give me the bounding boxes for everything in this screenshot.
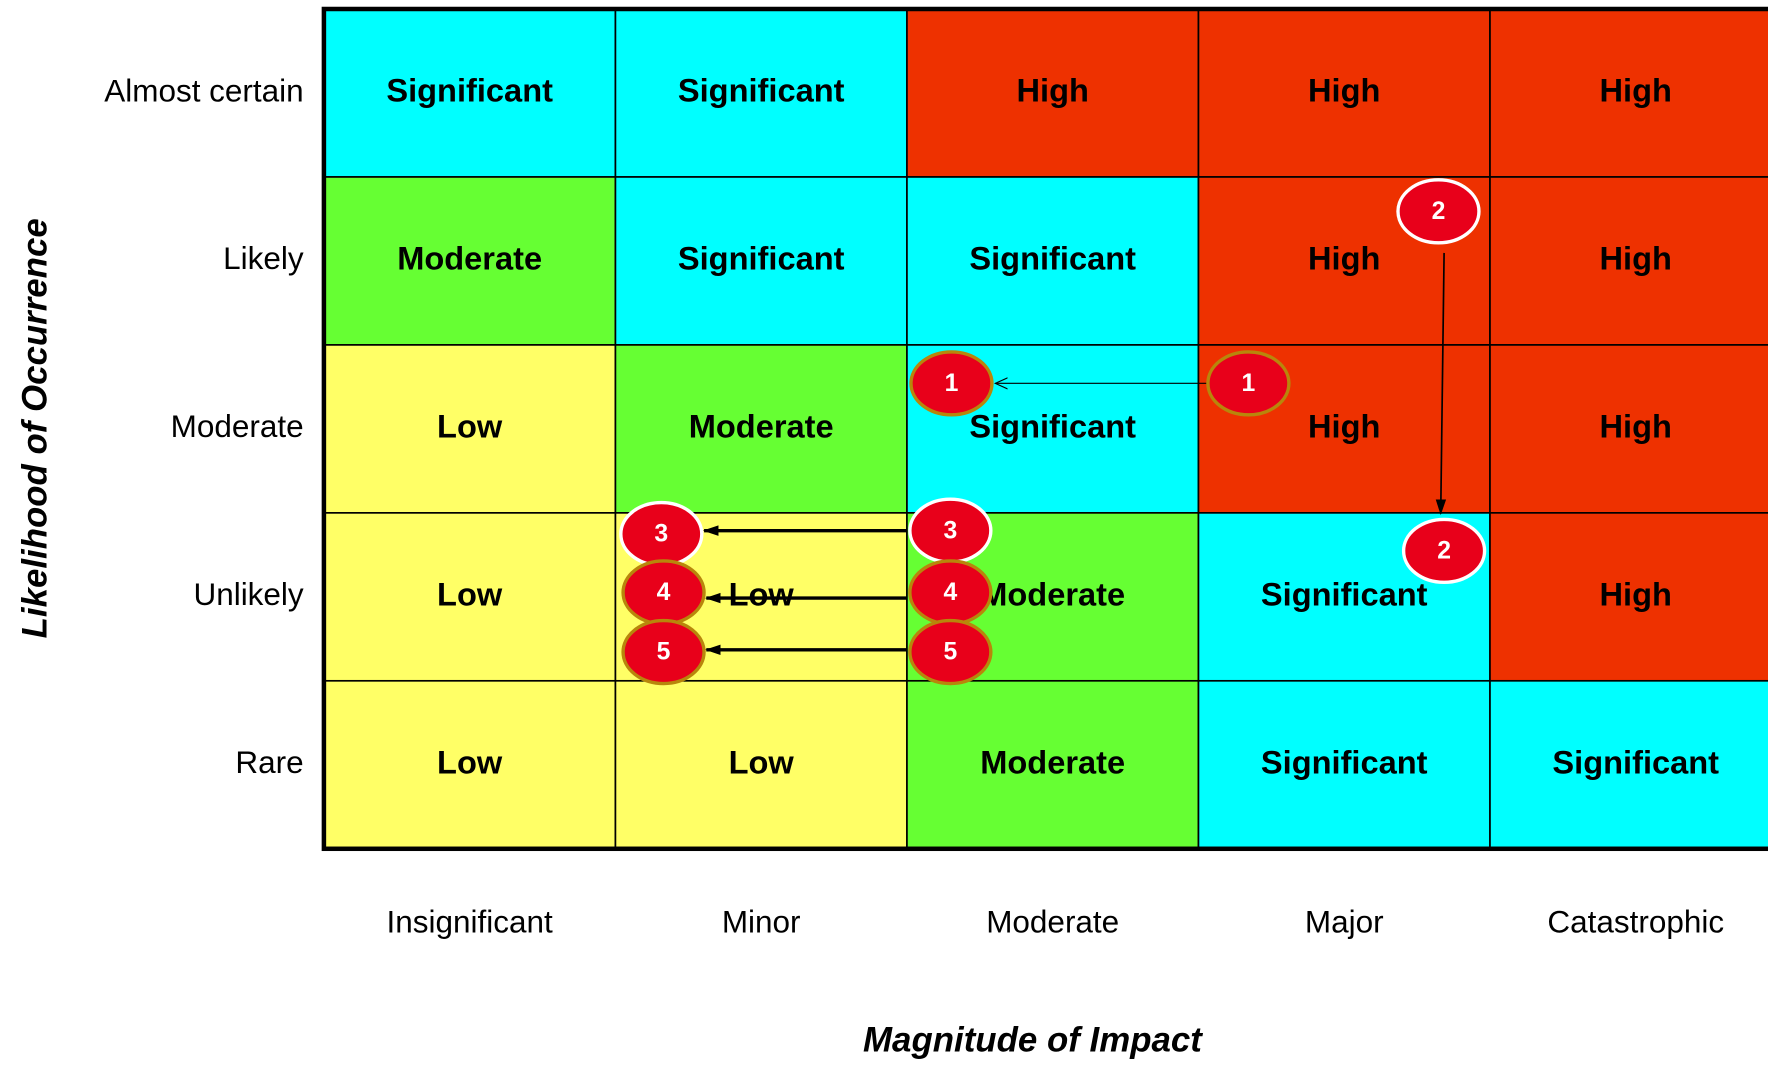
cell-text: High <box>1600 240 1672 277</box>
y-axis-title: Likelihood of Occurrence <box>15 218 54 638</box>
column-label: Insignificant <box>387 904 553 939</box>
cell <box>1197 8 1491 178</box>
cell-text: Significant <box>969 240 1136 277</box>
column-label: Minor <box>722 904 801 939</box>
cell-text: Significant <box>678 240 845 277</box>
cell-text: Low <box>729 743 795 780</box>
column-label: Major <box>1305 904 1384 939</box>
cell-text: Significant <box>678 72 845 109</box>
cell-text: High <box>1016 72 1088 109</box>
cell-text: High <box>1600 408 1672 445</box>
move-arrow <box>1435 252 1447 516</box>
cell-text: Moderate <box>689 408 834 445</box>
cell <box>614 679 908 850</box>
column-label: Catastrophic <box>1547 904 1724 939</box>
cell-text: High <box>1600 575 1672 612</box>
cell-text: Low <box>437 575 503 612</box>
cell-text: Moderate <box>980 575 1125 612</box>
risk-marker-label: 4 <box>943 579 957 606</box>
cell <box>1197 679 1491 850</box>
risk-marker-label: 2 <box>1437 538 1451 565</box>
cell <box>323 679 617 850</box>
row-label: Almost certain <box>104 73 303 108</box>
risk-marker <box>1206 350 1291 417</box>
cell <box>614 176 908 346</box>
risk-marker <box>1401 517 1487 585</box>
row-label: Unlikely <box>193 577 303 612</box>
risk-marker-label: 5 <box>657 639 671 666</box>
cell <box>1489 8 1768 178</box>
x-axis-title: Magnitude of Impact <box>863 1020 1203 1059</box>
risk-marker <box>1396 178 1481 245</box>
row-label: Rare <box>235 745 303 780</box>
risk-marker-label: 3 <box>654 521 668 548</box>
cell <box>906 679 1200 850</box>
column-label: Moderate <box>986 904 1119 939</box>
cell <box>1489 344 1768 514</box>
risk-marker <box>621 618 706 686</box>
cell-text: Low <box>729 575 795 612</box>
cell-text: High <box>1308 240 1380 277</box>
risk-marker-label: 2 <box>1432 198 1446 225</box>
cell-text: Significant <box>1261 743 1428 780</box>
risk-marker-label: 1 <box>945 370 959 397</box>
cell <box>906 176 1200 346</box>
risk-marker-label: 4 <box>657 579 671 606</box>
risk-marker <box>909 350 994 417</box>
risk-marker-label: 5 <box>943 639 957 666</box>
cell-text: Significant <box>1552 743 1719 780</box>
cell-text: Moderate <box>397 240 542 277</box>
cell <box>614 8 908 178</box>
cell-text: Significant <box>969 408 1136 445</box>
row-label: Likely <box>223 241 304 276</box>
cell <box>1489 176 1768 346</box>
row-label: Moderate <box>171 409 304 444</box>
cell <box>1489 512 1768 682</box>
cell-text: Low <box>437 743 503 780</box>
cell-text: Low <box>437 408 503 445</box>
cell-text: High <box>1308 408 1380 445</box>
cell-text: High <box>1308 72 1380 109</box>
cell <box>1489 679 1768 850</box>
cell-text: Significant <box>386 72 553 109</box>
risk-marker-label: 3 <box>943 517 957 544</box>
cell-text: Significant <box>1261 575 1428 612</box>
cell <box>323 512 617 682</box>
cell-text: High <box>1600 72 1672 109</box>
matrix-border <box>321 6 1768 852</box>
cell <box>323 8 617 178</box>
risk-marker <box>908 618 993 686</box>
risk-marker-label: 1 <box>1242 370 1256 397</box>
cell-text: Moderate <box>980 743 1125 780</box>
